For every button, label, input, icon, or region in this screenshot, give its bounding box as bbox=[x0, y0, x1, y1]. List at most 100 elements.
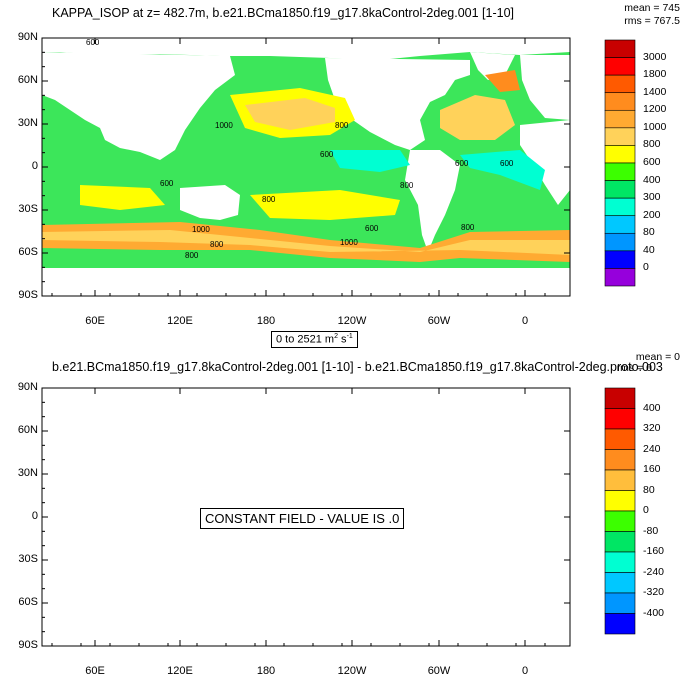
colorbar-label: 400 bbox=[643, 401, 661, 414]
colorbar-label: 1400 bbox=[643, 85, 667, 98]
colorbar-label: -160 bbox=[643, 545, 665, 557]
lon-label: 60W bbox=[427, 315, 451, 327]
colorbar-swatch bbox=[604, 592, 636, 614]
colorbar-label: 0 bbox=[643, 504, 649, 516]
lat-label: 60N bbox=[17, 424, 38, 436]
colorbar-swatch bbox=[604, 57, 636, 76]
natl-gyre bbox=[440, 95, 515, 140]
lon-label: 180 bbox=[256, 315, 276, 327]
lon-label: 120W bbox=[337, 315, 367, 327]
contour-label: 800 bbox=[262, 195, 276, 204]
contour-label: 600 bbox=[320, 150, 334, 159]
colorbar-swatch bbox=[604, 39, 636, 58]
panel2-ticks bbox=[42, 387, 570, 647]
sind-gyre bbox=[80, 185, 165, 210]
contour-label: 600 bbox=[365, 224, 379, 233]
colorbar-swatch bbox=[604, 92, 636, 111]
lat-label: 60S bbox=[18, 596, 38, 608]
south-america-land bbox=[405, 150, 460, 252]
contour-label: 1000 bbox=[192, 225, 210, 234]
atl-orange bbox=[485, 70, 520, 92]
npac-gyre-inner bbox=[245, 98, 335, 130]
lon-label: 120W bbox=[337, 665, 367, 677]
panel1-ticks bbox=[42, 37, 570, 297]
lon-label: 120E bbox=[167, 665, 193, 677]
contour-label: 600 bbox=[86, 38, 100, 47]
lon-label: 60E bbox=[85, 315, 105, 327]
colorbar-swatch bbox=[604, 268, 636, 287]
antarctica-land bbox=[42, 268, 570, 296]
contour-label: 800 bbox=[210, 240, 224, 249]
lat-label: 90S bbox=[18, 639, 38, 651]
lat-label: 0 bbox=[31, 160, 38, 172]
contour-label: 600 bbox=[160, 179, 174, 188]
colorbar-swatch bbox=[604, 387, 636, 409]
colorbar-label: -320 bbox=[643, 586, 665, 598]
range-exp1: 2 bbox=[334, 333, 338, 340]
colorbar-label: 160 bbox=[643, 463, 661, 475]
lat-label: 60N bbox=[17, 74, 38, 86]
colorbar-label: 1800 bbox=[643, 68, 667, 81]
contour-label: 600 bbox=[455, 159, 469, 168]
contour-label: 1000 bbox=[215, 121, 233, 130]
panel2-colorbar bbox=[604, 387, 636, 635]
colorbar-swatch bbox=[604, 510, 636, 532]
colorbar-swatch bbox=[604, 180, 636, 199]
colorbar-label: 80 bbox=[643, 483, 655, 496]
colorbar-swatch bbox=[604, 551, 636, 573]
colorbar-label: -400 bbox=[643, 606, 665, 619]
lat-label: 30N bbox=[17, 117, 38, 129]
lon-label: 60W bbox=[427, 665, 451, 677]
lon-label: 180 bbox=[256, 665, 276, 677]
range-text: 0 to 2521 m bbox=[276, 333, 335, 346]
colorbar-swatch bbox=[604, 74, 636, 94]
colorbar-label: 3000 bbox=[643, 50, 667, 63]
colorbar-swatch bbox=[604, 490, 636, 512]
panel2-title: b.e21.BCma1850.f19_g17.8kaControl-2deg.0… bbox=[52, 360, 663, 374]
contour-label: 800 bbox=[185, 251, 199, 260]
north-america-land bbox=[325, 58, 470, 150]
colorbar-swatch bbox=[604, 162, 636, 181]
colorbar-swatch bbox=[604, 428, 636, 450]
colorbar-swatch bbox=[604, 572, 636, 594]
colorbar-swatch bbox=[604, 449, 636, 471]
lat-label: 60S bbox=[18, 246, 38, 258]
lat-label: 30S bbox=[18, 203, 38, 215]
equatorial-cyan-1 bbox=[330, 150, 410, 172]
panel1-rms: rms = 767.5 bbox=[624, 15, 680, 27]
colorbar-swatch bbox=[604, 197, 636, 217]
panel1-title: KAPPA_ISOP at z= 482.7m, b.e21.BCma1850.… bbox=[52, 6, 514, 20]
colorbar-label: -80 bbox=[643, 524, 659, 537]
panel2-mean: mean = 0 bbox=[635, 351, 680, 363]
contour-label: 800 bbox=[335, 121, 349, 130]
colorbar-label: 240 bbox=[643, 442, 661, 455]
colorbar-label: -240 bbox=[643, 565, 665, 578]
lon-label: 120E bbox=[167, 315, 193, 327]
eurasia-land bbox=[42, 52, 235, 160]
colorbar-swatch bbox=[604, 215, 636, 234]
colorbar-label: 320 bbox=[643, 422, 661, 434]
contour-label: 800 bbox=[461, 223, 475, 232]
colorbar-label: 600 bbox=[643, 156, 661, 168]
colorbar-swatch bbox=[604, 232, 636, 252]
colorbar-label: 800 bbox=[643, 138, 661, 151]
spac-gyre bbox=[250, 190, 400, 220]
colorbar-swatch bbox=[604, 250, 636, 269]
europe-land bbox=[520, 55, 570, 120]
colorbar-swatch bbox=[604, 531, 636, 553]
colorbar-label: 40 bbox=[643, 243, 655, 256]
colorbar-label: 200 bbox=[643, 208, 661, 221]
range-mid: s bbox=[338, 333, 347, 346]
colorbar-label: 300 bbox=[643, 191, 661, 204]
lon-label: 60E bbox=[85, 665, 105, 677]
colorbar-swatch bbox=[604, 127, 636, 146]
colorbar-label: 1000 bbox=[643, 120, 667, 133]
lat-label: 90N bbox=[17, 381, 38, 393]
lat-label: 90S bbox=[18, 289, 38, 301]
southern-band-yellow bbox=[42, 230, 570, 255]
colorbar-swatch bbox=[604, 613, 636, 635]
lat-label: 90N bbox=[17, 31, 38, 43]
range-exp2: -1 bbox=[346, 333, 353, 340]
